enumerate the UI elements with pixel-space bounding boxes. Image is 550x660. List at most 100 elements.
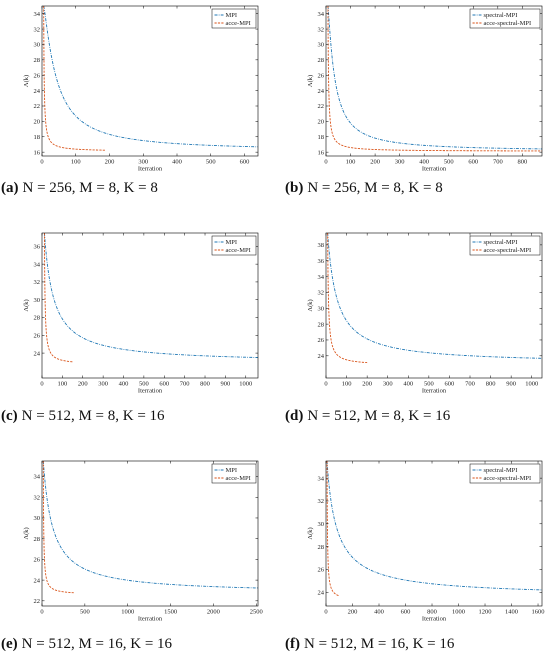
y-tick-label: 16: [34, 149, 41, 156]
y-tick-label: 22: [34, 598, 41, 605]
x-tick-label: 2500: [250, 609, 263, 616]
x-axis-label: Iterration: [138, 388, 163, 395]
caption-text: N = 512, M = 8, K = 16: [22, 408, 165, 424]
x-tick-label: 800: [200, 381, 210, 388]
series-line-acce-mpi: [43, 6, 107, 151]
legend-label: MPI: [226, 239, 238, 246]
x-tick-label: 800: [427, 609, 437, 616]
x-tick-label: 0: [40, 609, 43, 616]
plot-frame: [41, 5, 259, 157]
y-tick-label: 30: [34, 42, 41, 49]
chart-panel-2: 0 100 200 300 400 500 600 700 800 900 1000 24 26 28 30…: [1, 232, 259, 424]
legend-label: acce-MPI: [226, 20, 251, 27]
x-tick-label: 600: [401, 609, 411, 616]
x-tick-label: 600: [159, 381, 169, 388]
legend-box: [469, 8, 541, 29]
y-tick-label: 34: [318, 274, 325, 281]
caption-text: N = 512, M = 16, K = 16: [304, 636, 455, 652]
x-axis-label: Iterration: [422, 388, 447, 395]
x-tick-label: 700: [180, 381, 190, 388]
series-line-acce-spectral-mpi: [326, 461, 340, 597]
caption-letter: (a): [1, 180, 19, 196]
x-axis-label: Iterration: [138, 166, 163, 173]
x-tick-label: 500: [444, 159, 454, 166]
series-line-mpi: [42, 461, 258, 589]
y-tick-label: 38: [318, 242, 325, 249]
x-tick-label: 1500: [164, 609, 177, 616]
series-line-spectral-mpi: [327, 6, 542, 150]
y-tick-label: 34: [34, 261, 41, 268]
x-tick-label: 200: [105, 159, 115, 166]
y-tick-label: 28: [318, 544, 325, 551]
y-tick-label: 28: [318, 321, 325, 328]
x-tick-label: 0: [40, 381, 43, 388]
x-tick-label: 500: [139, 381, 149, 388]
panel-caption: (f) N = 512, M = 16, K = 16: [285, 636, 455, 652]
x-tick-label: 600: [240, 159, 250, 166]
x-tick-label: 100: [342, 381, 352, 388]
x-tick-label: 100: [71, 159, 81, 166]
series-line-spectral-mpi: [326, 461, 542, 591]
legend-label: acce-MPI: [226, 475, 251, 482]
plot-frame: [325, 232, 543, 379]
x-tick-label: 200: [362, 381, 372, 388]
y-tick-label: 32: [34, 26, 41, 33]
y-tick-label: 36: [318, 258, 325, 265]
y-tick-label: 32: [34, 279, 41, 286]
x-tick-label: 500: [206, 159, 216, 166]
x-tick-label: 0: [40, 159, 43, 166]
y-tick-label: 26: [34, 72, 41, 79]
y-tick-label: 28: [318, 57, 325, 64]
y-tick-label: 26: [318, 567, 325, 574]
y-tick-label: 20: [318, 119, 325, 126]
y-tick-label: 18: [318, 134, 325, 141]
x-tick-label: 700: [465, 381, 475, 388]
plot-frame: [41, 460, 259, 607]
x-tick-label: 500: [424, 381, 434, 388]
y-tick-label: 18: [34, 134, 41, 141]
caption-letter: (c): [1, 408, 18, 424]
caption-letter: (d): [285, 408, 303, 424]
y-tick-label: 24: [318, 353, 325, 360]
caption-text: N = 512, M = 16, K = 16: [22, 636, 173, 652]
legend-label: spectral-MPI: [484, 12, 518, 19]
x-tick-label: 1400: [505, 609, 518, 616]
series-line-mpi: [43, 6, 258, 148]
y-tick-label: 22: [34, 103, 41, 110]
y-tick-label: 30: [318, 521, 325, 528]
x-tick-label: 800: [517, 159, 527, 166]
plot-frame: [41, 232, 259, 379]
y-tick-label: 32: [34, 494, 41, 501]
x-tick-label: 400: [403, 381, 413, 388]
caption-text: N = 256, M = 8, K = 8: [23, 180, 158, 196]
y-tick-label: 24: [34, 350, 41, 357]
x-tick-label: 1000: [452, 609, 465, 616]
y-axis-label: Λ(k): [23, 75, 30, 87]
x-tick-label: 1200: [479, 609, 492, 616]
x-tick-label: 400: [172, 159, 182, 166]
x-tick-label: 300: [98, 381, 108, 388]
chart-panel-1: 0 100 200 300 400 500 600 700 800 16 18 20 22 24 26 28 3…: [285, 5, 543, 196]
x-tick-label: 900: [506, 381, 516, 388]
y-tick-label: 16: [318, 149, 325, 156]
y-tick-label: 24: [318, 589, 325, 596]
caption-letter: (e): [1, 636, 18, 652]
caption-text: N = 512, M = 8, K = 16: [307, 408, 450, 424]
x-tick-label: 1000: [525, 381, 538, 388]
x-axis-label: Iterration: [422, 616, 447, 623]
y-tick-label: 32: [318, 498, 325, 505]
series-line-acce-spectral-mpi: [327, 233, 368, 364]
x-tick-label: 800: [486, 381, 496, 388]
x-tick-label: 100: [58, 381, 68, 388]
x-tick-label: 0: [324, 381, 327, 388]
y-tick-label: 30: [34, 515, 41, 522]
y-tick-label: 26: [318, 337, 325, 344]
caption-text: N = 256, M = 8, K = 8: [307, 180, 442, 196]
x-tick-label: 300: [395, 159, 405, 166]
x-tick-label: 1600: [532, 609, 545, 616]
chart-panel-5: 0 200 400 600 800 1000 1200 1400 1600 24 26 28 30 32 3…: [285, 460, 545, 652]
x-tick-label: 900: [221, 381, 231, 388]
y-tick-label: 26: [34, 333, 41, 340]
x-tick-label: 300: [383, 381, 393, 388]
